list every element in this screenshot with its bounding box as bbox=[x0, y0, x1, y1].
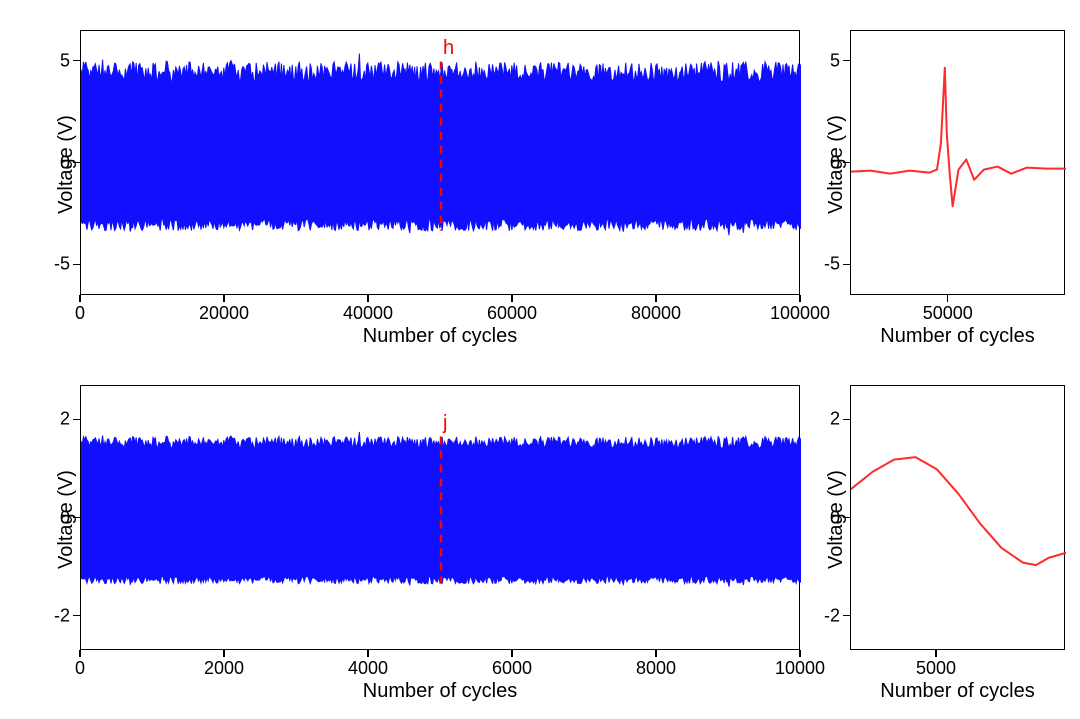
zoom-trace bbox=[851, 68, 1066, 207]
ytick-label: 5 bbox=[805, 50, 840, 71]
ytick-mark bbox=[843, 60, 850, 62]
xtick-label: 40000 bbox=[343, 303, 393, 324]
xtick-label: 5000 bbox=[916, 658, 956, 679]
plot-svg-top_right bbox=[851, 31, 1066, 296]
xtick-mark bbox=[799, 650, 801, 657]
xtick-label: 80000 bbox=[631, 303, 681, 324]
plot-bot_right bbox=[850, 385, 1065, 650]
xlabel: Number of cycles bbox=[80, 325, 800, 348]
xlabel: Number of cycles bbox=[80, 680, 800, 703]
ytick-label: -2 bbox=[35, 605, 70, 626]
xtick-mark bbox=[947, 295, 949, 302]
figure-root: -5 0 5 0 20000 40000 60000 80000 100000 Voltage (… bbox=[0, 0, 1080, 719]
xtick-mark bbox=[223, 295, 225, 302]
ytick-label: -2 bbox=[805, 605, 840, 626]
xtick-mark bbox=[367, 650, 369, 657]
xlabel: Number of cycles bbox=[850, 325, 1065, 348]
xtick-label: 6000 bbox=[492, 658, 532, 679]
xtick-mark bbox=[79, 295, 81, 302]
marker-label: h bbox=[443, 37, 454, 60]
xtick-label: 50000 bbox=[923, 303, 973, 324]
xlabel: Number of cycles bbox=[850, 680, 1065, 703]
xtick-mark bbox=[655, 650, 657, 657]
ytick-mark bbox=[73, 419, 80, 421]
ylabel: Voltage (V) bbox=[825, 115, 848, 214]
plot-top_right bbox=[850, 30, 1065, 295]
xtick-label: 60000 bbox=[487, 303, 537, 324]
xtick-mark bbox=[223, 650, 225, 657]
plot-svg-bot_left bbox=[81, 386, 801, 651]
xtick-mark bbox=[655, 295, 657, 302]
ylabel: Voltage (V) bbox=[55, 115, 78, 214]
ylabel: Voltage (V) bbox=[825, 470, 848, 569]
ytick-mark bbox=[843, 615, 850, 617]
ytick-mark bbox=[843, 419, 850, 421]
xtick-mark bbox=[799, 295, 801, 302]
ytick-mark bbox=[73, 60, 80, 62]
xtick-label: 10000 bbox=[775, 658, 825, 679]
ytick-label: -5 bbox=[35, 254, 70, 275]
xtick-mark bbox=[511, 650, 513, 657]
ytick-label: 2 bbox=[35, 409, 70, 430]
plot-top_left bbox=[80, 30, 800, 295]
plot-bot_left bbox=[80, 385, 800, 650]
ytick-label: 2 bbox=[805, 409, 840, 430]
marker-label: j bbox=[443, 412, 447, 435]
xtick-label: 100000 bbox=[770, 303, 830, 324]
xtick-label: 0 bbox=[75, 303, 85, 324]
ytick-label: -5 bbox=[805, 254, 840, 275]
xtick-label: 8000 bbox=[636, 658, 676, 679]
zoom-trace bbox=[851, 457, 1066, 565]
ytick-mark bbox=[843, 264, 850, 266]
xtick-mark bbox=[511, 295, 513, 302]
ylabel: Voltage (V) bbox=[55, 470, 78, 569]
xtick-label: 2000 bbox=[204, 658, 244, 679]
plot-svg-top_left bbox=[81, 31, 801, 296]
ytick-mark bbox=[73, 264, 80, 266]
xtick-label: 4000 bbox=[348, 658, 388, 679]
xtick-label: 0 bbox=[75, 658, 85, 679]
xtick-mark bbox=[935, 650, 937, 657]
xtick-mark bbox=[367, 295, 369, 302]
xtick-label: 20000 bbox=[199, 303, 249, 324]
ytick-label: 5 bbox=[35, 50, 70, 71]
xtick-mark bbox=[79, 650, 81, 657]
ytick-mark bbox=[73, 615, 80, 617]
plot-svg-bot_right bbox=[851, 386, 1066, 651]
